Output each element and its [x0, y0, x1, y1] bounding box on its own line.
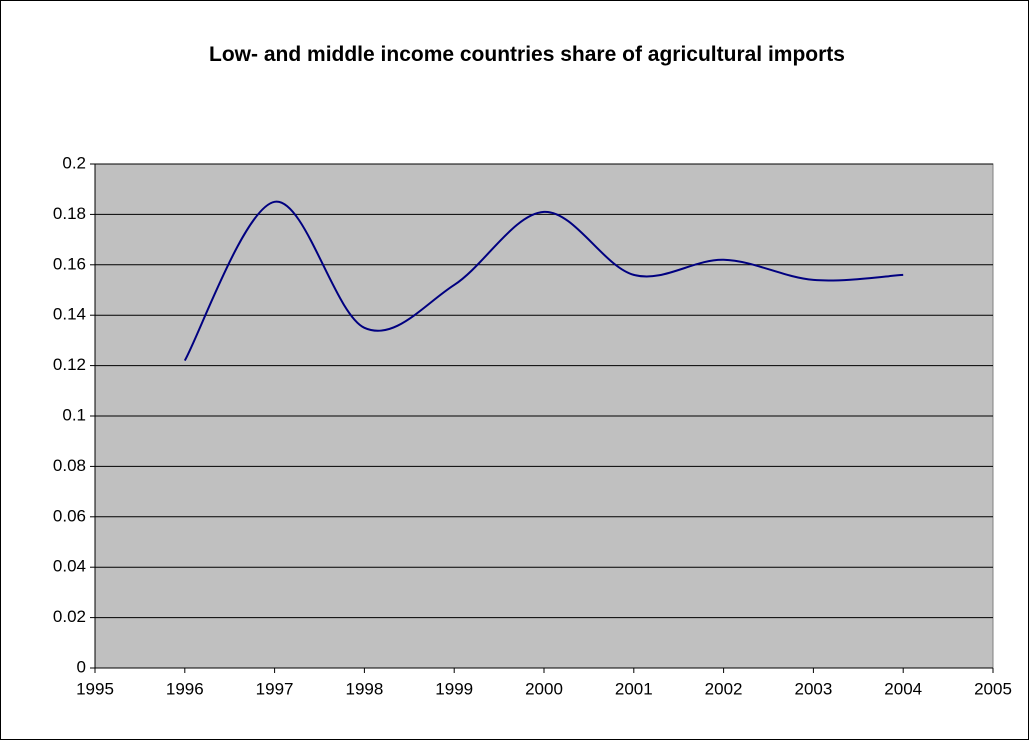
- x-tick-label: 2000: [525, 679, 563, 698]
- y-tick-label: 0.06: [53, 506, 86, 525]
- x-tick-label: 1997: [256, 679, 294, 698]
- x-tick-label: 2004: [884, 679, 922, 698]
- y-tick-label: 0.1: [62, 405, 86, 424]
- x-tick-label: 1996: [166, 679, 204, 698]
- y-tick-label: 0.18: [53, 204, 86, 223]
- x-tick-label: 1995: [76, 679, 114, 698]
- y-tick-label: 0.04: [53, 557, 86, 576]
- chart-title: Low- and middle income countries share o…: [209, 43, 845, 66]
- y-tick-label: 0.12: [53, 355, 86, 374]
- y-tick-label: 0.16: [53, 254, 86, 273]
- y-tick-label: 0.08: [53, 456, 86, 475]
- y-tick-label: 0: [77, 657, 86, 676]
- y-tick-label: 0.2: [62, 153, 86, 172]
- y-tick-label: 0.14: [53, 305, 86, 324]
- y-tick-label: 0.02: [53, 607, 86, 626]
- x-tick-label: 2003: [794, 679, 832, 698]
- x-tick-label: 2005: [974, 679, 1012, 698]
- x-tick-label: 2002: [705, 679, 743, 698]
- x-tick-label: 1999: [435, 679, 473, 698]
- x-tick-label: 2001: [615, 679, 653, 698]
- line-series: [183, 200, 904, 362]
- x-tick-label: 1998: [345, 679, 383, 698]
